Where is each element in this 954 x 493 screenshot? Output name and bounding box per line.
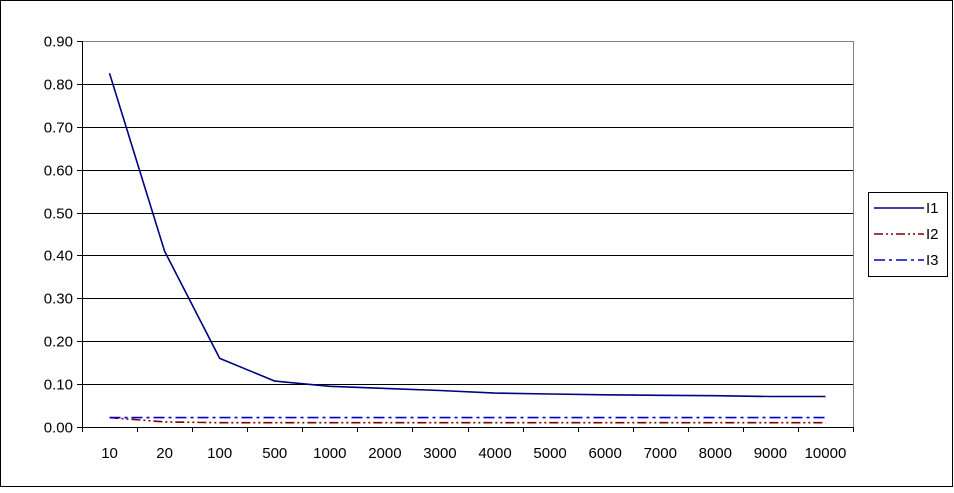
y-tick-label: 0.20 [44,334,73,351]
x-tick-label: 3000 [423,445,456,462]
y-tick-label: 0.00 [44,420,73,437]
y-tick-label: 0.70 [44,120,73,137]
x-tick-label: 10000 [805,445,847,462]
y-tick-label: 0.40 [44,248,73,265]
series-line-i2 [109,416,826,424]
y-tick-label: 0.10 [44,377,73,394]
x-tick-label: 9000 [754,445,787,462]
legend-label-i2: I2 [926,226,939,243]
y-tick-label: 0.30 [44,291,73,308]
y-tick-label: 0.90 [44,34,73,51]
x-tick-label: 7000 [644,445,677,462]
x-axis: 10 20 100 500 1000 2000 3000 4000 5000 6000 7000 80… [82,427,854,462]
legend-label-i3: I3 [926,252,939,269]
y-tick-label: 0.50 [44,206,73,223]
series-line-i1 [108,72,826,398]
legend-label-i1: I1 [926,200,939,217]
legend: I1 I2 I3 [868,192,948,277]
x-tick-label: 5000 [533,445,566,462]
x-tick-label: 6000 [588,445,621,462]
x-tick-label: 10 [101,445,118,462]
x-tick-label: 500 [262,445,287,462]
x-tick-label: 8000 [699,445,732,462]
y-axis: 0.00 0.10 0.20 0.30 0.40 0.50 0.60 0.70 0.80 0.90 [44,34,83,437]
x-tick-label: 2000 [368,445,401,462]
y-tick-label: 0.80 [44,77,73,94]
x-tick-label: 4000 [478,445,511,462]
series-lines [108,72,826,424]
x-tick-label: 20 [156,445,173,462]
x-tick-label: 100 [207,445,232,462]
x-tick-label: 1000 [313,445,346,462]
y-tick-label: 0.60 [44,163,73,180]
